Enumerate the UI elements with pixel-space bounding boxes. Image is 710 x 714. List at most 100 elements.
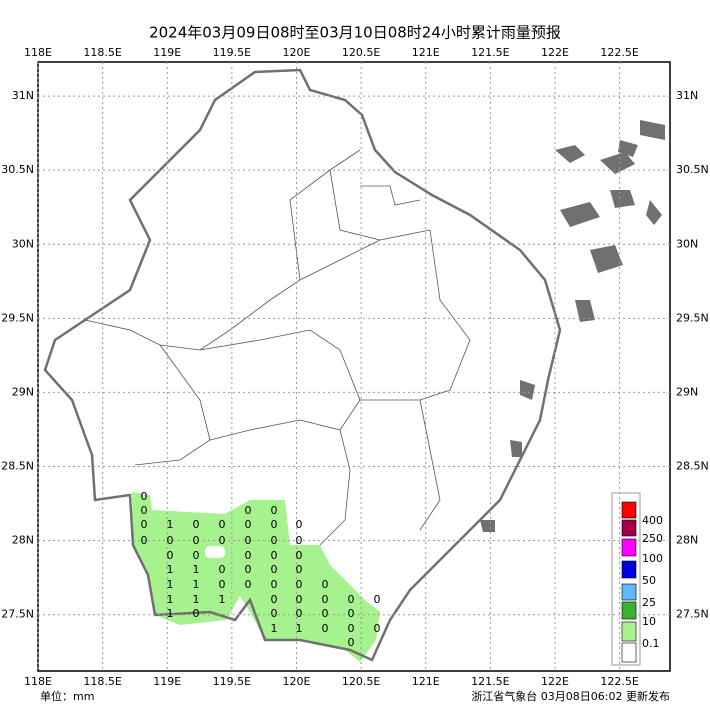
x-tick-label: 120.5E — [342, 46, 380, 59]
x-tick-label: 122.5E — [600, 46, 638, 59]
station-value: 1 — [271, 622, 278, 635]
title: 2024年03月09日08时至03月10日08时24小时累计雨量预报 — [149, 24, 561, 42]
x-tick-label: 121E — [412, 46, 440, 59]
islands — [480, 120, 665, 532]
station-value: 1 — [167, 593, 174, 606]
station-value: 0 — [348, 622, 355, 635]
station-value: 0 — [193, 607, 200, 620]
map-frame — [37, 61, 671, 672]
station-value: 0 — [245, 549, 252, 562]
station-value: 1 — [296, 622, 303, 635]
station-value: 0 — [193, 518, 200, 531]
legend-swatch — [621, 601, 637, 620]
legend-label: 0.1 — [642, 637, 660, 650]
y-tick-label: 30.5N — [676, 163, 709, 176]
station-value: 0 — [348, 636, 355, 649]
legend-swatch — [621, 501, 637, 519]
rain-hole — [205, 546, 225, 558]
station-value: 0 — [374, 593, 381, 606]
station-value: 0 — [141, 534, 148, 547]
station-value: 0 — [296, 593, 303, 606]
station-value: 0 — [271, 504, 278, 517]
station-value: 0 — [219, 534, 226, 547]
legend-swatch — [621, 519, 637, 537]
station-value: 1 — [167, 607, 174, 620]
station-value: 0 — [245, 563, 252, 576]
x-tick-label: 122.5E — [600, 675, 638, 688]
station-value: 0 — [141, 504, 148, 517]
station-value: 0 — [167, 549, 174, 562]
x-tick-label: 119E — [153, 46, 181, 59]
y-tick-label: 31N — [676, 89, 698, 102]
station-value: 0 — [167, 534, 174, 547]
province-outline — [43, 68, 562, 662]
x-tick-label: 120.5E — [342, 675, 380, 688]
unit-label: 单位：mm — [40, 689, 94, 703]
station-value: 0 — [322, 578, 329, 591]
legend-label: 400 — [642, 514, 663, 527]
rain-area — [132, 492, 380, 662]
legend-label: 10 — [642, 615, 656, 628]
station-value: 0 — [193, 549, 200, 562]
legend-label: 250 — [642, 532, 663, 545]
y-tick-label: 27.5N — [1, 608, 34, 621]
station-value: 0 — [348, 593, 355, 606]
station-value: 0 — [245, 534, 252, 547]
station-value: 0 — [271, 563, 278, 576]
station-value: 0 — [296, 549, 303, 562]
y-tick-label: 31N — [12, 89, 34, 102]
station-value: 0 — [322, 622, 329, 635]
station-value: 1 — [193, 563, 200, 576]
station-value: 0 — [322, 593, 329, 606]
station-value: 0 — [219, 518, 226, 531]
legend-swatch — [621, 560, 637, 579]
y-tick-label: 28.5N — [1, 460, 34, 473]
source-label: 浙江省气象台 03月08日06:02 更新发布 — [471, 689, 670, 703]
county-borders — [84, 149, 471, 546]
station-value: 0 — [271, 607, 278, 620]
y-tick-label: 28N — [12, 534, 34, 547]
legend-swatch — [621, 583, 637, 601]
y-tick-label: 29.5N — [1, 311, 34, 324]
x-tick-label: 119.5E — [213, 675, 251, 688]
legend-label: 100 — [642, 552, 663, 565]
station-value: 0 — [245, 504, 252, 517]
x-tick-label: 121.5E — [471, 675, 509, 688]
legend-label: 25 — [642, 596, 656, 609]
station-value: 0 — [193, 534, 200, 547]
station-value: 0 — [296, 518, 303, 531]
legend-label: 50 — [642, 574, 656, 587]
station-value: 0 — [322, 607, 329, 620]
y-tick-label: 28N — [676, 534, 698, 547]
x-tick-label: 118.5E — [83, 46, 121, 59]
legend-swatch — [621, 538, 637, 557]
station-value: 0 — [271, 549, 278, 562]
station-value: 0 — [219, 563, 226, 576]
station-value: 1 — [193, 593, 200, 606]
station-value: 0 — [296, 563, 303, 576]
y-tick-label: 29N — [12, 385, 34, 398]
station-value: 0 — [271, 578, 278, 591]
station-value: 1 — [193, 578, 200, 591]
x-tick-label: 121E — [412, 675, 440, 688]
station-value: 0 — [141, 518, 148, 531]
station-value: 0 — [296, 607, 303, 620]
station-value: 0 — [271, 534, 278, 547]
station-value: 0 — [141, 490, 148, 503]
station-value: 1 — [219, 593, 226, 606]
x-tick-label: 120E — [283, 675, 311, 688]
x-tick-label: 120E — [283, 46, 311, 59]
y-tick-label: 27.5N — [676, 608, 709, 621]
station-value: 0 — [374, 622, 381, 635]
station-value: 1 — [167, 563, 174, 576]
y-tick-label: 30N — [676, 237, 698, 250]
station-value: 0 — [271, 518, 278, 531]
y-tick-label: 30N — [12, 237, 34, 250]
land — [43, 68, 665, 662]
station-value: 0 — [219, 578, 226, 591]
station-value: 1 — [167, 578, 174, 591]
x-tick-label: 122E — [541, 46, 569, 59]
station-value: 0 — [271, 593, 278, 606]
legend-swatch — [621, 621, 637, 642]
